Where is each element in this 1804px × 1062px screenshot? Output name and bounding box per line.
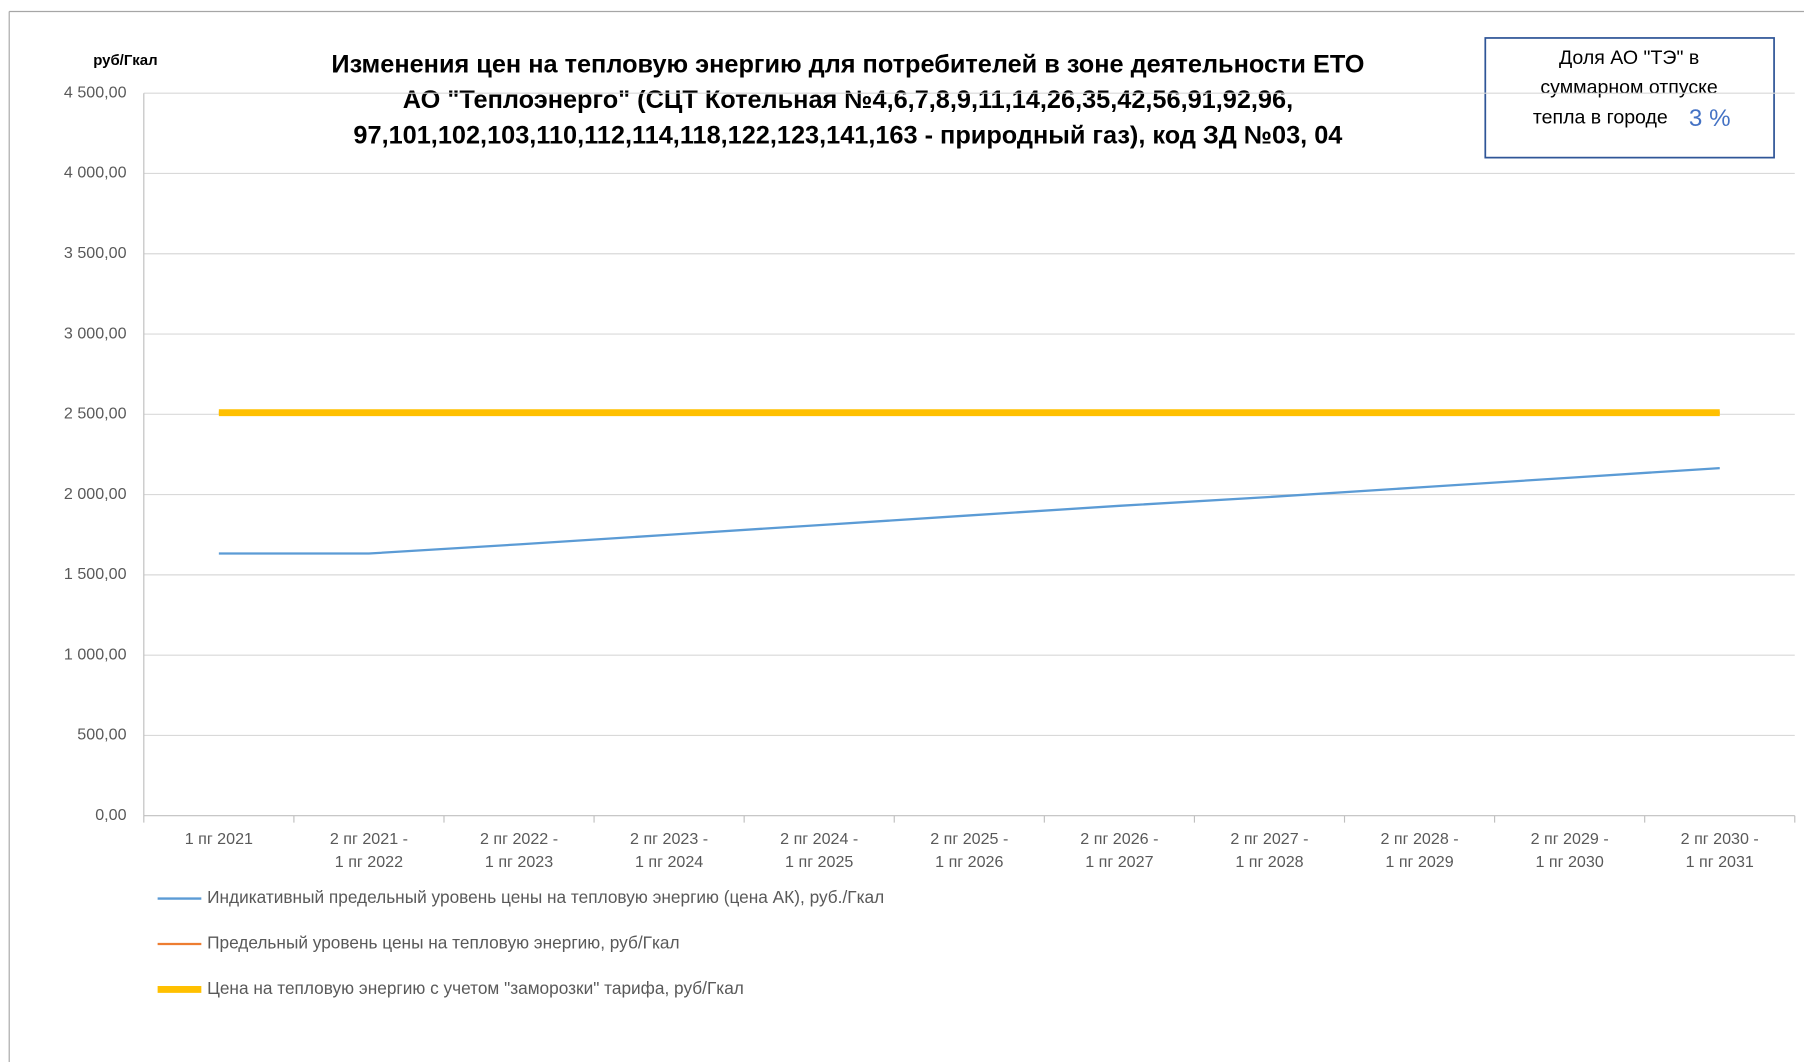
x-tick-label: 2 пг 2030 - bbox=[1681, 830, 1759, 848]
y-tick-label: 1 500,00 bbox=[64, 565, 127, 583]
y-tick-label: 2 500,00 bbox=[64, 405, 127, 423]
x-tick-label: 1 пг 2025 bbox=[785, 853, 853, 871]
x-tick-label: 1 пг 2023 bbox=[485, 853, 553, 871]
y-tick-label: 4 500,00 bbox=[64, 83, 127, 101]
x-tick-label: 2 пг 2029 - bbox=[1531, 830, 1609, 848]
x-tick-label: 1 пг 2030 bbox=[1536, 853, 1604, 871]
annotation-highlight: 3 % bbox=[1689, 105, 1731, 132]
legend-label: Индикативный предельный уровень цены на … bbox=[207, 887, 884, 907]
y-tick-label: 4 000,00 bbox=[64, 164, 127, 182]
y-axis-label: руб/Гкал bbox=[93, 52, 157, 69]
chart-title: Изменения цен на тепловую энергию для по… bbox=[331, 50, 1364, 78]
x-tick-label: 1 пг 2024 bbox=[635, 853, 703, 871]
x-tick-label: 2 пг 2023 - bbox=[630, 830, 708, 848]
x-tick-label: 2 пг 2025 - bbox=[930, 830, 1008, 848]
y-tick-label: 1 000,00 bbox=[64, 645, 127, 663]
x-tick-label: 1 пг 2027 bbox=[1085, 853, 1153, 871]
annotation-text: Доля АО "ТЭ" в bbox=[1559, 47, 1699, 69]
chart-title: АО "Теплоэнерго" (СЦТ Котельная №4,6,7,8… bbox=[403, 86, 1293, 114]
x-tick-label: 2 пг 2022 - bbox=[480, 830, 558, 848]
x-tick-label: 2 пг 2027 - bbox=[1230, 830, 1308, 848]
annotation-text: тепла в городе bbox=[1533, 107, 1668, 129]
x-tick-label: 2 пг 2021 - bbox=[330, 830, 408, 848]
x-tick-label: 1 пг 2028 bbox=[1235, 853, 1303, 871]
chart-area: Изменения цен на тепловую энергию для по… bbox=[8, 10, 1804, 1062]
y-tick-label: 3 500,00 bbox=[64, 244, 127, 262]
annotation-box bbox=[1484, 37, 1775, 159]
x-tick-label: 2 пг 2024 - bbox=[780, 830, 858, 848]
y-tick-label: 2 000,00 bbox=[64, 485, 127, 503]
x-tick-label: 2 пг 2028 - bbox=[1380, 830, 1458, 848]
series-line bbox=[218, 466, 1720, 555]
x-tick-label: 1 пг 2026 bbox=[935, 853, 1003, 871]
x-tick-label: 1 пг 2031 bbox=[1686, 853, 1754, 871]
x-tick-label: 2 пг 2026 - bbox=[1080, 830, 1158, 848]
y-tick-label: 3 000,00 bbox=[64, 324, 127, 342]
legend-label: Цена на тепловую энергию с учетом "замор… bbox=[207, 978, 744, 998]
legend-label: Предельный уровень цены на тепловую энер… bbox=[207, 933, 680, 953]
x-tick-label: 1 пг 2022 bbox=[335, 853, 403, 871]
y-tick-label: 0,00 bbox=[95, 806, 126, 824]
x-tick-label: 1 пг 2021 bbox=[185, 830, 253, 848]
x-tick-label: 1 пг 2029 bbox=[1385, 853, 1453, 871]
annotation-text: суммарном отпуске bbox=[1540, 77, 1717, 99]
chart-title: 97,101,102,103,110,112,114,118,122,123,1… bbox=[353, 122, 1342, 150]
y-tick-label: 500,00 bbox=[77, 726, 126, 744]
